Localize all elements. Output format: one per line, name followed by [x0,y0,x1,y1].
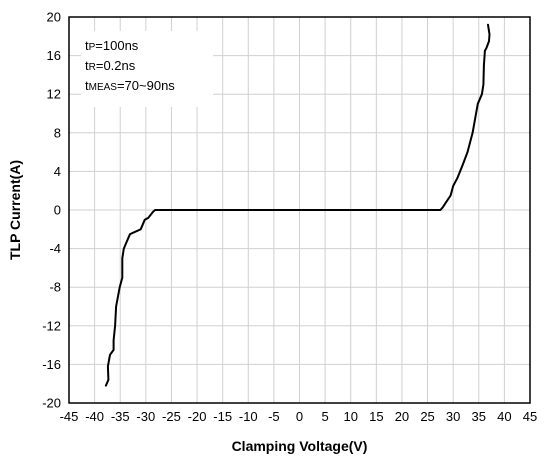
y-tick-label: -16 [42,357,61,372]
x-tick-label: 35 [472,409,486,424]
y-tick-labels: 20 16 12 8 4 0 -4 -8 -12 -16 -20 [42,10,61,411]
x-tick-labels: -45 -40 -35 -30 -25 -20 -15 -10 -5 0 5 10 15 20 25 30 35… [60,409,538,424]
annotations: tP=100ns tR=0.2ns tMEAS=70~90ns [85,38,175,93]
y-tick-label: -8 [49,280,61,295]
x-tick-label: 15 [369,409,383,424]
y-tick-label: 20 [47,10,61,25]
x-tick-label: 10 [343,409,357,424]
x-tick-label: 40 [497,409,511,424]
annotation-text: tR=0.2ns [85,58,136,73]
y-tick-label: 4 [54,164,61,179]
y-axis-title: TLP Current(A) [7,160,23,260]
y-tick-label: 8 [54,125,61,140]
x-tick-label: -15 [213,409,232,424]
x-tick-label: -45 [60,409,79,424]
annotation-text: tP=100ns [85,38,139,53]
x-tick-label: -25 [162,409,181,424]
x-axis-title: Clamping Voltage(V) [232,438,368,454]
x-tick-label: -5 [268,409,280,424]
x-tick-label: 0 [296,409,303,424]
x-tick-label: 45 [523,409,537,424]
y-tick-label: -12 [42,318,61,333]
y-tick-label: 0 [54,203,61,218]
x-tick-label: -10 [239,409,258,424]
y-tick-label: 12 [47,87,61,102]
x-tick-label: 20 [395,409,409,424]
iv-curve [104,23,491,387]
x-tick-label: 5 [321,409,328,424]
x-tick-label: -30 [136,409,155,424]
x-tick-label: -35 [111,409,130,424]
annotation-text: tMEAS=70~90ns [85,78,175,93]
x-tick-label: 30 [446,409,460,424]
x-tick-label: 25 [420,409,434,424]
annotation-box [81,31,213,107]
y-tick-label: -20 [42,396,61,411]
y-tick-label: 16 [47,48,61,63]
series-layer [104,23,491,387]
plot-frame [68,16,531,404]
x-tick-label: -20 [188,409,207,424]
y-tick-label: -4 [49,241,61,256]
x-tick-label: -40 [85,409,104,424]
